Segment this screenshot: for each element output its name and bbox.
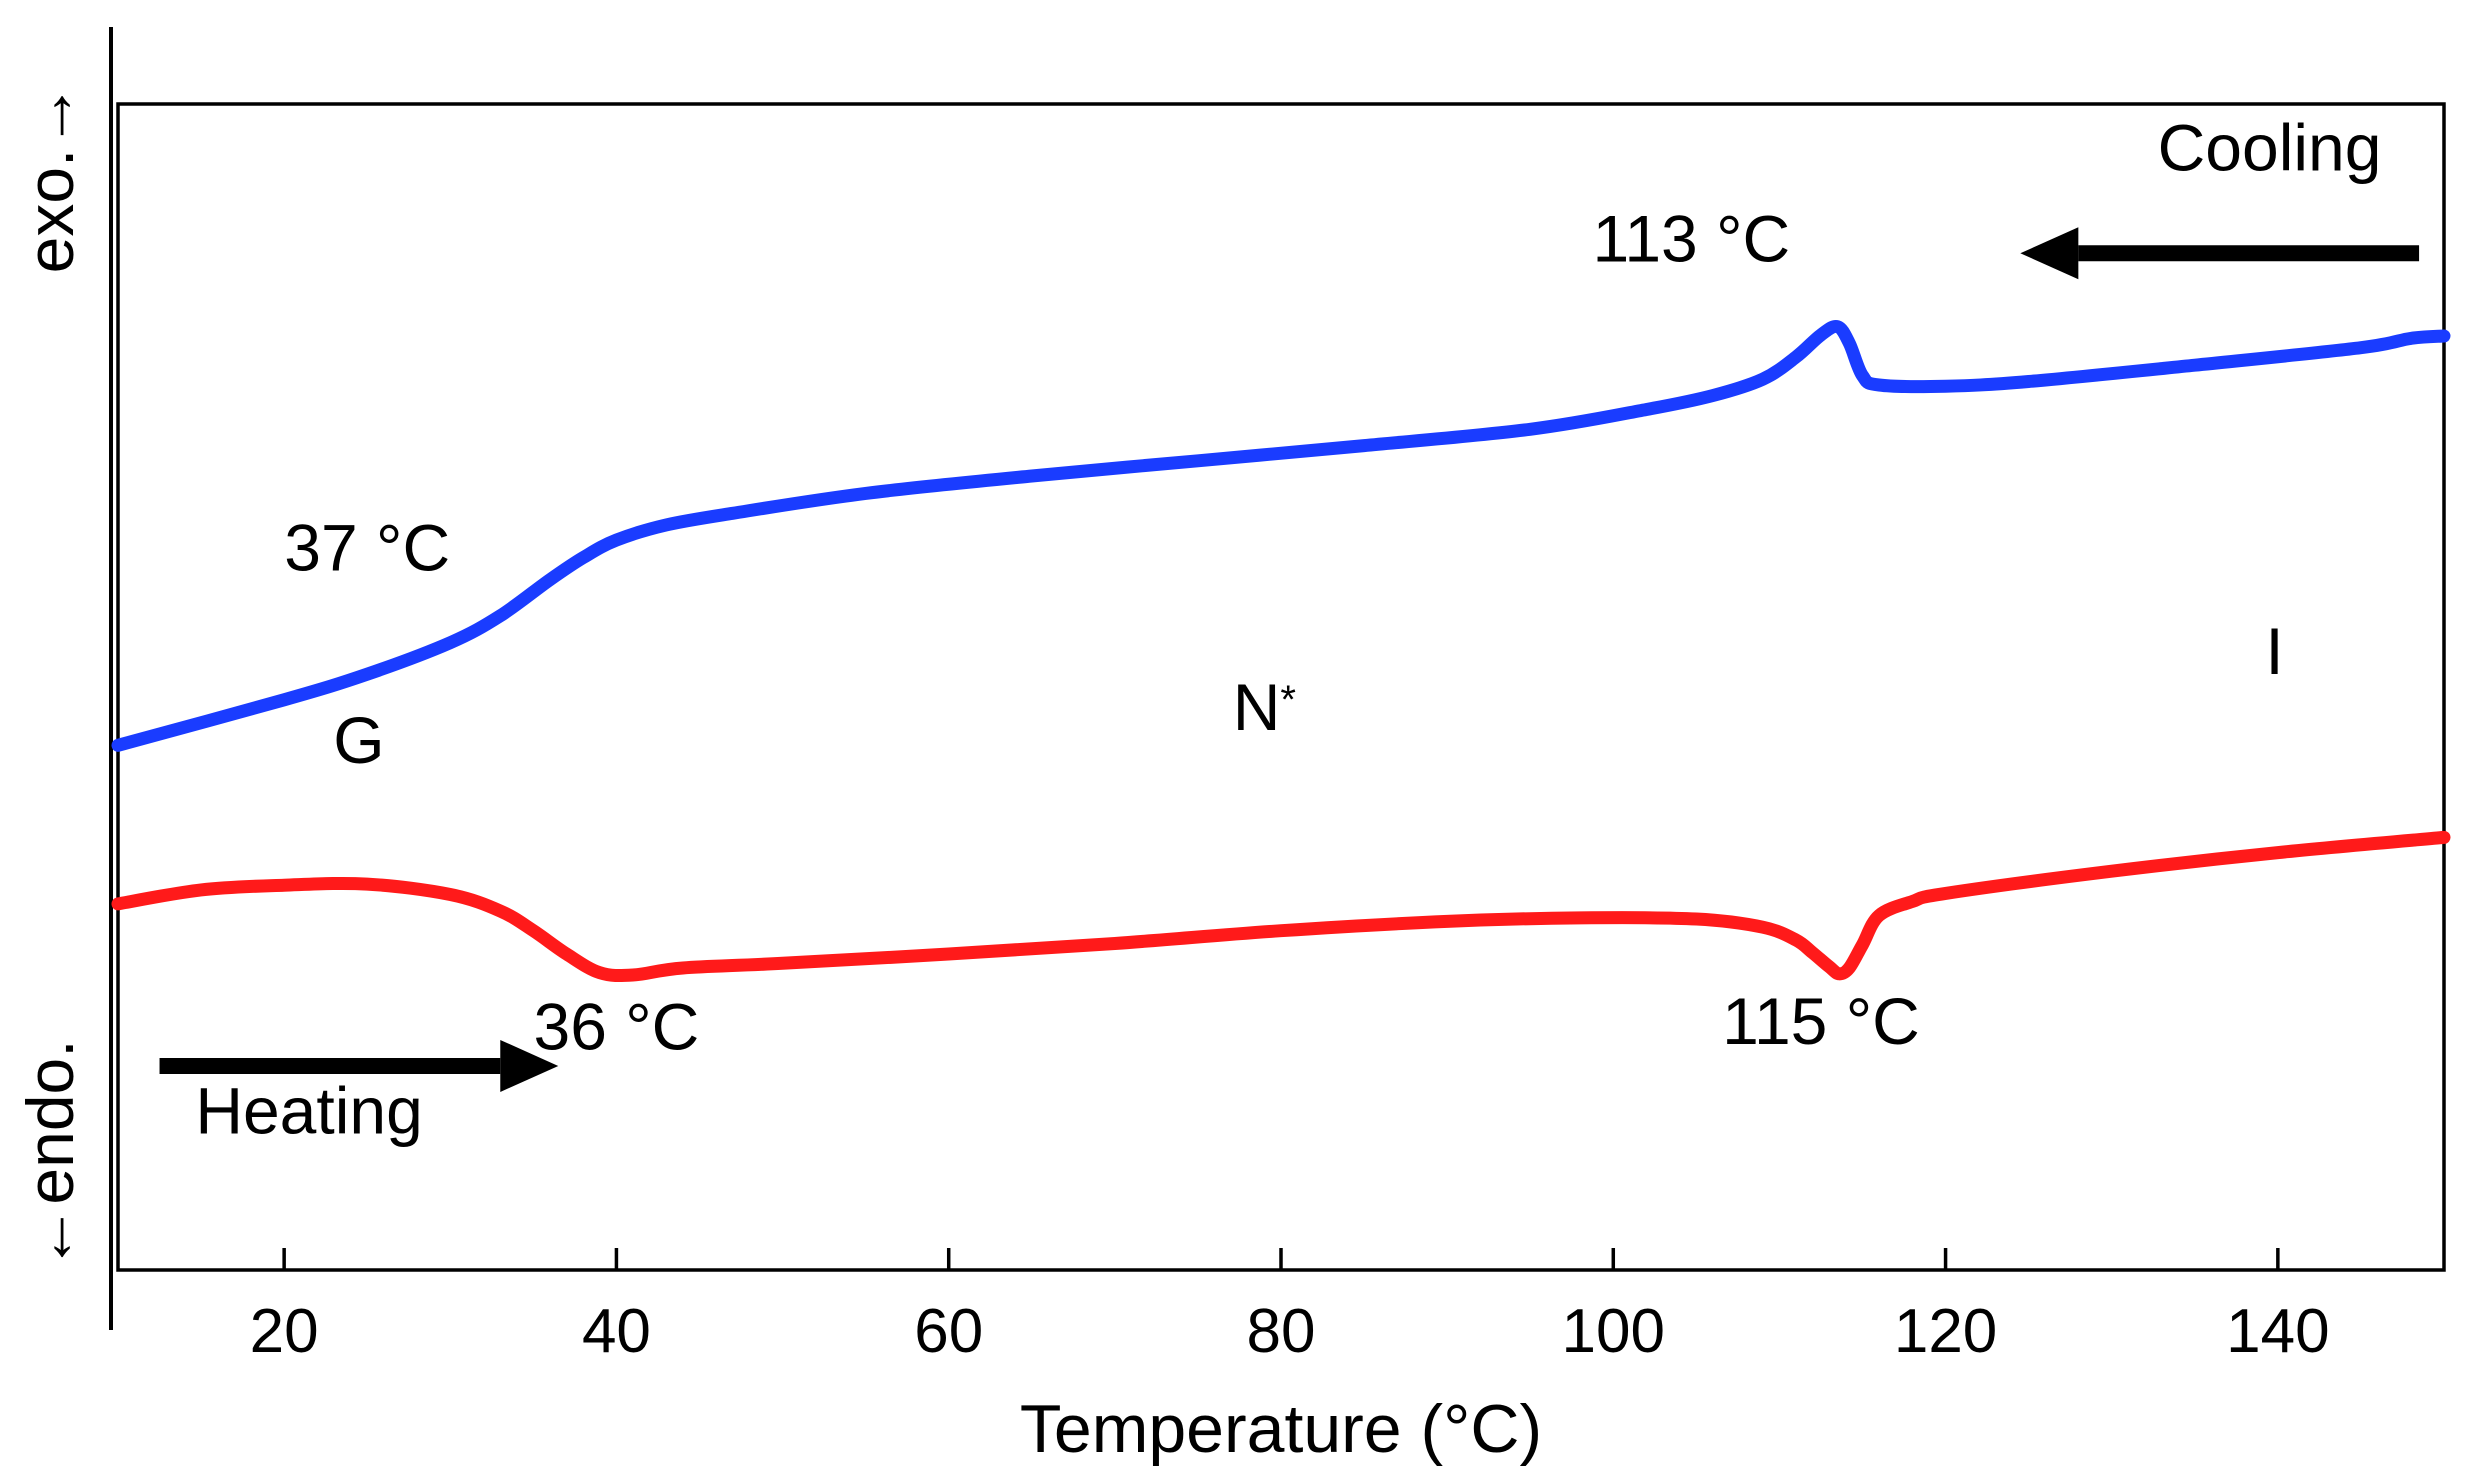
x-tick-label-20: 20 (250, 1297, 319, 1366)
annotation-6: 115 °C (1722, 984, 1920, 1058)
annotation-3: 113 °C (1593, 201, 1791, 275)
annotation-layer: 37 °C G N* 113 °C I 36 °C 115 °C (284, 201, 2283, 1063)
arrow-layer: Cooling Heating (159, 110, 2420, 1148)
x-axis-title: Temperature (°C) (1020, 1391, 1542, 1467)
x-tick-label-100: 100 (1562, 1297, 1665, 1366)
annotation-1: G (333, 703, 384, 777)
y-axis-label-endo: ←endo. (13, 1039, 87, 1270)
annotation-5: 36 °C (534, 990, 700, 1064)
annotation-2: N* (1233, 670, 1296, 744)
heating-arrow: Heating (159, 1039, 559, 1148)
cooling-label: Cooling (2158, 110, 2382, 184)
x-tick-label-120: 120 (1894, 1297, 1997, 1366)
heating-label: Heating (195, 1074, 423, 1148)
cooling-arrow: Cooling (2020, 110, 2420, 280)
y-axis-label-exo: exo.→ (13, 83, 87, 274)
series-line-cooling (111, 319, 2451, 752)
x-tick-label-60: 60 (914, 1297, 983, 1366)
x-tick-label-140: 140 (2226, 1297, 2329, 1366)
annotation-0: 37 °C (284, 510, 450, 584)
series-layer (111, 319, 2451, 983)
x-axis-ticks (282, 1248, 2280, 1270)
x-tick-label-40: 40 (582, 1297, 651, 1366)
x-axis-tick-labels: 20 40 60 80 100 120 140 (250, 1297, 2330, 1366)
annotation-4: I (2265, 614, 2283, 688)
x-tick-label-80: 80 (1247, 1297, 1316, 1366)
series-line-heating (111, 830, 2451, 983)
